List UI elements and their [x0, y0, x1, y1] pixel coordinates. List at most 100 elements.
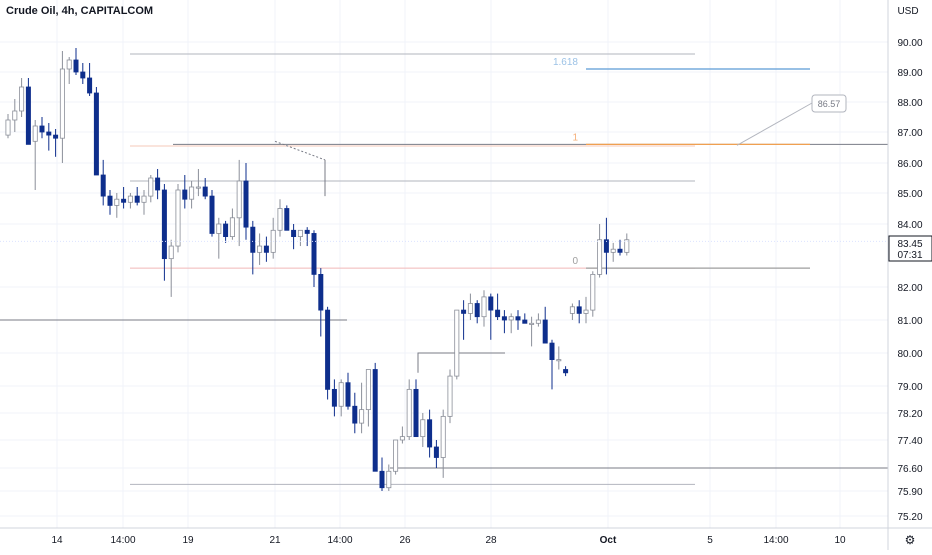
- candle-body: [168, 245, 174, 260]
- candle-body: [107, 195, 113, 206]
- price-tick-label: 80.00: [897, 349, 922, 360]
- candle-body: [603, 239, 609, 253]
- last-price-countdown: 07:31: [897, 250, 922, 261]
- candle-body: [304, 229, 310, 234]
- candle-body: [413, 388, 419, 438]
- time-tick-label: 14: [51, 535, 63, 546]
- candle-body: [318, 273, 324, 311]
- candle-body: [127, 195, 133, 203]
- candle-body: [209, 195, 215, 234]
- candle-body: [420, 419, 426, 438]
- candle-body: [529, 322, 535, 325]
- callout-box: [811, 94, 847, 113]
- candle-body: [311, 233, 317, 275]
- price-tick-label: 86.00: [897, 159, 922, 170]
- candle-body: [569, 306, 575, 314]
- candle-body: [134, 195, 140, 203]
- candle-body: [59, 68, 65, 139]
- candle-body: [549, 342, 555, 361]
- candle-body: [454, 309, 460, 377]
- candle-body: [175, 189, 181, 247]
- candle-body: [563, 369, 569, 374]
- candle-body: [345, 382, 351, 407]
- candle-body: [12, 110, 18, 121]
- candle-body: [440, 415, 446, 458]
- candle-body: [161, 189, 167, 260]
- candle-body: [216, 223, 222, 234]
- candle-body: [474, 303, 480, 318]
- time-tick-label: 14:00: [327, 535, 352, 546]
- candle-body: [284, 208, 290, 231]
- price-tick-label: 76.60: [897, 464, 922, 475]
- candle-body: [46, 131, 52, 136]
- candle-body: [590, 273, 596, 311]
- candle-body: [556, 359, 562, 362]
- fib-level-label: 1: [572, 132, 578, 143]
- candle-body: [66, 59, 72, 70]
- candle-body: [297, 229, 303, 238]
- candle-body: [508, 316, 514, 321]
- dotted-trend-line: [274, 140, 326, 161]
- settings-gear-icon[interactable]: ⚙: [905, 533, 916, 547]
- candle-body: [467, 303, 473, 314]
- candle-body: [495, 309, 501, 318]
- candle-body: [223, 223, 229, 238]
- candle-body: [39, 125, 45, 133]
- candle-body: [32, 125, 38, 142]
- candle-body: [515, 316, 521, 321]
- time-tick-label: 5: [707, 535, 713, 546]
- last-price-value: 83.45: [897, 239, 922, 250]
- drawing-box-edge: [417, 352, 505, 373]
- candle-body: [263, 245, 269, 253]
- candle-body: [189, 186, 195, 200]
- candle-body: [5, 119, 11, 136]
- price-tick-label: 78.20: [897, 409, 922, 420]
- price-tick-label: 90.00: [897, 38, 922, 49]
- time-tick-label: 14:00: [110, 535, 135, 546]
- candle-body: [379, 470, 385, 489]
- candle-body: [583, 309, 589, 314]
- candle-body: [365, 369, 371, 411]
- candle-body: [331, 388, 337, 407]
- candle-body: [372, 369, 378, 472]
- candle-body: [202, 186, 208, 197]
- candle-body: [447, 375, 453, 417]
- price-axis-unit: USD: [897, 6, 918, 17]
- candle-body: [195, 186, 201, 189]
- candle-body: [236, 180, 242, 219]
- fib-level-label: 1.618: [553, 57, 578, 68]
- price-tick-label: 85.00: [897, 189, 922, 200]
- candle-body: [93, 92, 99, 176]
- price-tick-label: 89.00: [897, 68, 922, 79]
- candle-body: [359, 409, 365, 424]
- candle-body: [182, 189, 188, 200]
- price-tick-label: 75.20: [897, 512, 922, 523]
- candle-body: [338, 382, 344, 407]
- time-tick-label: 28: [485, 535, 497, 546]
- candle-body: [406, 388, 412, 438]
- candle-body: [141, 195, 147, 203]
- price-tick-label: 75.90: [897, 487, 922, 498]
- time-tick-label: 10: [834, 535, 846, 546]
- candle-body: [501, 316, 507, 321]
- candle-body: [73, 59, 79, 73]
- candle-body: [114, 198, 120, 206]
- candle-body: [277, 208, 283, 231]
- candle-body: [542, 319, 548, 344]
- fib-level-label: 0: [572, 256, 578, 267]
- candle-body: [481, 296, 487, 318]
- candle-body: [257, 245, 263, 253]
- candle-body: [325, 309, 331, 390]
- price-tick-label: 84.00: [897, 220, 922, 231]
- candle-body: [597, 239, 603, 275]
- candle-body: [386, 470, 392, 489]
- price-tick-label: 82.00: [897, 283, 922, 294]
- candle-body: [250, 226, 256, 253]
- candle-body: [229, 217, 235, 238]
- candle-body: [433, 446, 439, 458]
- price-tick-label: 81.00: [897, 316, 922, 327]
- candle-body: [25, 86, 31, 145]
- price-tick-label: 79.00: [897, 382, 922, 393]
